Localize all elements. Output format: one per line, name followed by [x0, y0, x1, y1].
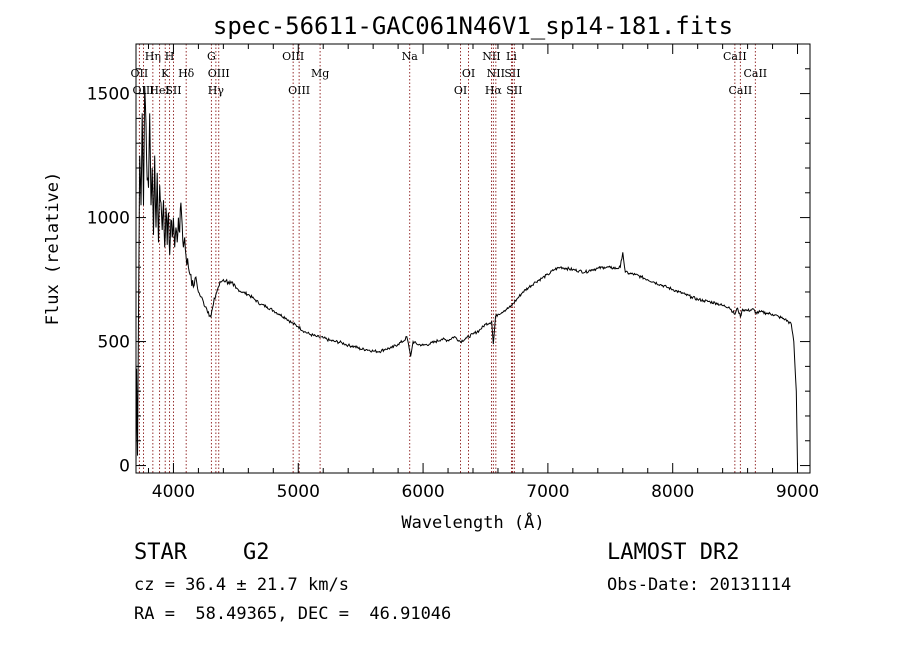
y-tick-label: 0	[119, 457, 130, 477]
line-marker-label: OIII	[208, 67, 230, 80]
line-marker-label: Hδ	[178, 67, 195, 80]
line-marker-label: HeI	[149, 84, 169, 97]
survey-label: LAMOST DR2	[607, 540, 740, 565]
line-marker-label: OIII	[288, 84, 310, 97]
line-marker-label: Li	[506, 50, 517, 63]
line-marker-label: SII	[506, 84, 522, 97]
line-marker-label: G	[207, 50, 216, 63]
y-tick-label: 1000	[87, 209, 130, 229]
line-marker-label: SII	[165, 84, 181, 97]
line-marker-label: NII	[482, 50, 500, 63]
x-tick-label: 7000	[526, 482, 569, 502]
line-marker-label: Hα	[485, 84, 503, 97]
redshift-readout: cz = 36.4 ± 21.7 km/s	[134, 575, 349, 595]
line-marker-label: NII	[487, 67, 505, 80]
spectrum-line	[135, 86, 798, 466]
y-axis-label: Flux (relative)	[43, 172, 63, 326]
line-marker-label: SII	[504, 67, 520, 80]
line-marker-label: K	[161, 67, 170, 80]
y-tick-label: 1500	[87, 85, 130, 105]
object-class: STAR	[134, 540, 187, 565]
x-tick-label: 5000	[277, 482, 320, 502]
line-marker-label: CaII	[743, 67, 767, 80]
x-tick-label: 6000	[401, 482, 444, 502]
x-axis-label: Wavelength (Å)	[401, 511, 544, 533]
line-marker-label: H	[165, 50, 175, 63]
line-marker-label: OIII	[282, 50, 304, 63]
line-marker-label: OI	[462, 67, 475, 80]
line-marker-label: Na	[402, 50, 419, 63]
x-tick-label: 4000	[152, 482, 195, 502]
line-marker-label: Hγ	[208, 84, 225, 97]
obs-date: Obs-Date: 20131114	[607, 575, 792, 595]
line-marker-label: CaII	[723, 50, 747, 63]
line-marker-label: Hη	[145, 50, 161, 63]
object-subclass: G2	[243, 540, 270, 565]
x-tick-label: 9000	[776, 482, 819, 502]
line-marker-label: OI	[454, 84, 467, 97]
plot-frame	[135, 43, 811, 474]
line-marker-label: CaII	[729, 84, 753, 97]
x-tick-label: 8000	[651, 482, 694, 502]
y-tick-label: 500	[98, 333, 130, 353]
line-marker-label: Mg	[311, 67, 329, 80]
ra-dec-readout: RA = 58.49365, DEC = 46.91046	[134, 604, 452, 624]
chart-title: spec-56611-GAC061N46V1_sp14-181.fits	[213, 12, 733, 40]
